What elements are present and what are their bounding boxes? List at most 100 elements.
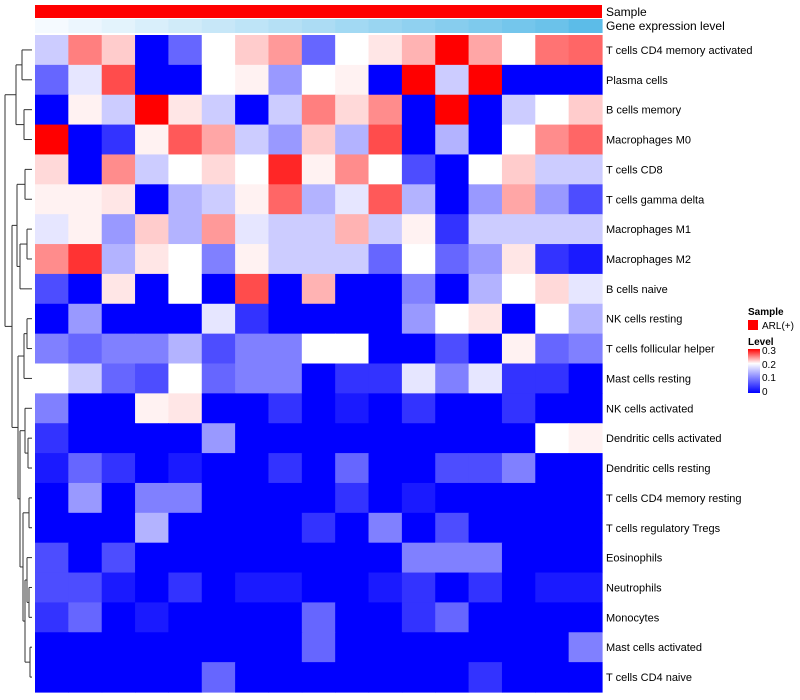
heatmap-cell [101,303,136,335]
heatmap-cell [268,214,303,245]
heatmap-cell [435,512,470,544]
heatmap-cell [268,453,303,484]
heatmap-cell [468,244,503,275]
row-label: T cells CD4 memory resting [606,493,742,505]
heatmap-cell [35,35,69,66]
heatmap-cell [68,393,103,424]
heatmap-cell [268,273,303,305]
heatmap-cell [368,632,403,663]
heatmap-cell [35,214,69,245]
heatmap-cell [435,214,470,245]
heatmap-cell [435,184,470,215]
heatmap-cell [201,482,236,514]
heatmap-cell [468,453,503,484]
heatmap-cell [501,482,536,514]
legend-sample-entry: ARL(+) [762,321,794,332]
heatmap-cell [535,333,570,365]
heatmap-cell [435,124,470,156]
heatmap-cell [368,333,403,365]
heatmap-cell [35,154,69,185]
heatmap-cell [335,572,370,604]
heatmap-cell [468,572,503,604]
row-label: B cells naive [606,284,668,296]
heatmap-cell [335,363,370,394]
heatmap-cell [201,214,236,245]
heatmap-cell [235,512,270,544]
heatmap-cell [101,244,136,275]
heatmap-cell [135,273,170,305]
heatmap-cell [568,542,603,574]
heatmap-cell [301,423,336,454]
heatmap-cell [168,572,203,604]
heatmap-cell [501,393,536,424]
legend: Sample ARL(+) Level 0.3 0.2 0.1 0 [748,307,794,398]
heatmap-cell [435,154,470,185]
heatmap-cell [135,393,170,424]
heatmap-cell [568,662,603,693]
heatmap-cell [201,512,236,544]
expression-track-cell [435,19,470,33]
heatmap-cell [501,303,536,335]
heatmap-cell [435,333,470,365]
heatmap-cell [568,154,603,185]
heatmap-cell [501,64,536,96]
heatmap-cell [101,124,136,156]
heatmap-cell [301,542,336,574]
heatmap-cell [568,572,603,604]
heatmap-cell [501,333,536,365]
heatmap-cell [168,154,203,185]
heatmap-cell [168,453,203,484]
heatmap-cell [301,512,336,544]
heatmap-cell [268,632,303,663]
heatmap-cell [301,482,336,514]
heatmap-cell [301,662,336,693]
heatmap-cell [168,333,203,365]
heatmap-cell [301,363,336,394]
row-label: NK cells resting [606,314,682,326]
heatmap-cell [135,632,170,663]
legend-level-colorbar [748,349,760,393]
heatmap-cell [535,453,570,484]
heatmap-cell [35,184,69,215]
heatmap-cell [235,94,270,126]
heatmap-cell [435,482,470,514]
heatmap-cell [535,64,570,96]
heatmap-cell [535,572,570,604]
heatmap-cell [201,632,236,663]
heatmap-cell [368,363,403,394]
heatmap-cell [68,363,103,394]
heatmap-cell [335,542,370,574]
heatmap-cell [501,363,536,394]
heatmap-cell [35,423,69,454]
heatmap-cell [568,303,603,335]
heatmap-cell [301,273,336,305]
expression-track-cell [268,19,303,33]
heatmap-cell [401,393,436,424]
heatmap-cell [201,244,236,275]
heatmap-cell [468,64,503,96]
heatmap-cell [401,214,436,245]
heatmap-cell [168,662,203,693]
heatmap-cell [35,512,69,544]
heatmap-cell [535,632,570,663]
heatmap-cell [35,572,69,604]
heatmap-cell [168,512,203,544]
heatmap-cell [235,184,270,215]
heatmap-cell [68,453,103,484]
heatmap-cell [368,542,403,574]
heatmap-cell [201,35,236,66]
heatmap-cell [401,662,436,693]
expression-track-cell [368,19,403,33]
heatmap-cell [435,94,470,126]
track-label-sample: Sample [606,5,647,19]
heatmap-cell [235,303,270,335]
heatmap-cell [368,662,403,693]
row-label: NK cells activated [606,403,693,415]
heatmap-cell [135,244,170,275]
heatmap-cell [201,333,236,365]
heatmap-cells [35,35,603,693]
heatmap-cell [568,632,603,663]
heatmap-cell [335,482,370,514]
heatmap-cell [335,184,370,215]
